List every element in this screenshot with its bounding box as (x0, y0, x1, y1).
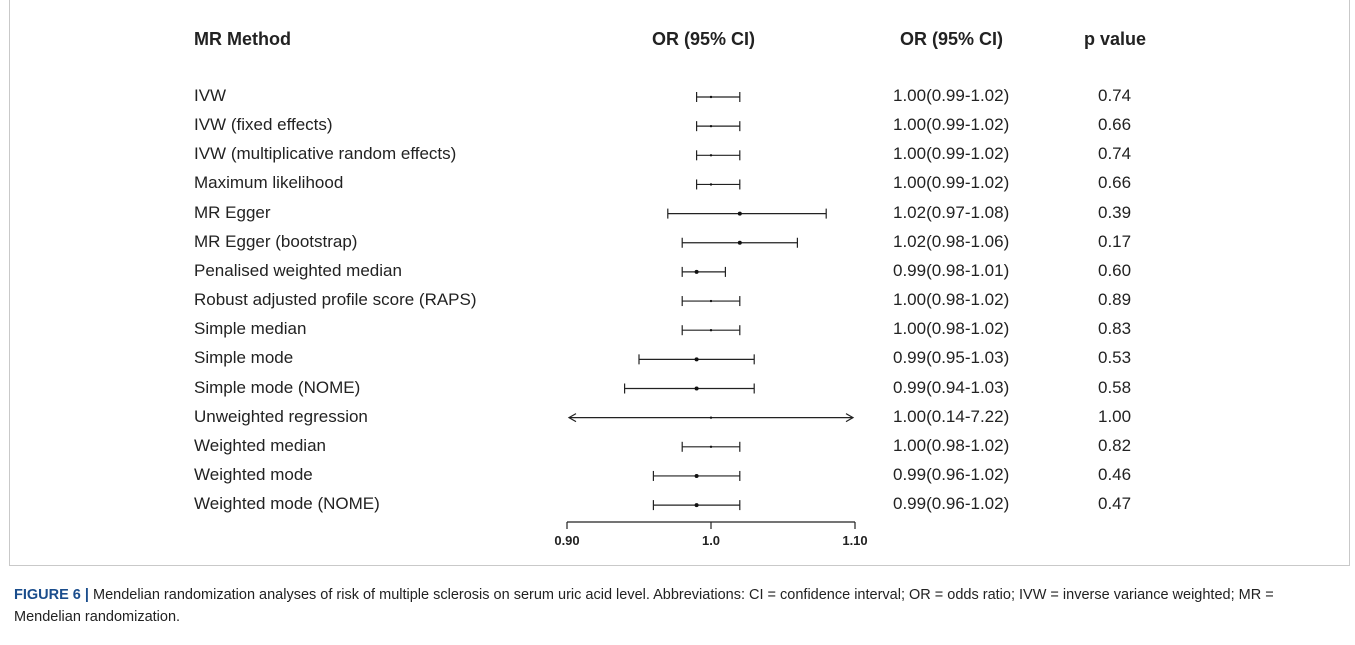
or-ci-value: 1.00(0.99-1.02) (893, 173, 1010, 193)
header-mr-method: MR Method (194, 29, 291, 49)
p-value: 0.83 (1098, 319, 1132, 339)
method-label: IVW (194, 86, 227, 105)
point-estimate (694, 503, 699, 508)
method-label: Simple median (194, 319, 307, 339)
p-value: 0.89 (1098, 290, 1132, 310)
header-plot-or: OR (95% CI) (652, 29, 756, 49)
method-label: MR Egger (bootstrap) (194, 231, 358, 251)
method-label: Unweighted regression (194, 406, 368, 426)
or-ci-value: 1.00(0.99-1.02) (893, 144, 1010, 164)
method-label: IVW (fixed effects) (194, 115, 333, 135)
p-value: 0.58 (1098, 377, 1132, 397)
caption-text: Mendelian randomization analyses of risk… (14, 587, 1274, 625)
point-estimate (709, 299, 713, 303)
or-ci-value: 0.99(0.98-1.01) (893, 260, 1010, 280)
caption-label: FIGURE 6 | (14, 587, 89, 603)
method-label: MR Egger (194, 202, 271, 222)
point-estimate (737, 240, 742, 245)
p-value: 0.74 (1098, 86, 1132, 105)
p-value: 0.82 (1098, 435, 1132, 455)
method-label: Weighted mode (194, 464, 313, 484)
p-value: 0.46 (1098, 464, 1132, 484)
point-estimate (709, 445, 713, 448)
point-estimate (709, 124, 713, 128)
or-ci-value: 0.99(0.96-1.02) (893, 494, 1010, 514)
point-estimate (694, 473, 699, 478)
or-ci-value: 1.00(0.98-1.02) (893, 290, 1010, 310)
ci-arrow-right (845, 413, 855, 423)
p-value: 1.00 (1098, 406, 1132, 426)
or-ci-value: 1.00(0.98-1.02) (893, 319, 1010, 339)
p-value: 0.74 (1098, 144, 1132, 164)
or-ci-value: 1.00(0.99-1.02) (893, 86, 1010, 105)
method-label: Weighted median (194, 435, 326, 455)
p-value: 0.47 (1098, 494, 1132, 514)
point-estimate (694, 386, 699, 391)
or-ci-value: 0.99(0.94-1.03) (893, 377, 1010, 397)
or-ci-value: 1.00(0.14-7.22) (893, 406, 1010, 426)
method-label: Penalised weighted median (194, 260, 402, 280)
point-estimate (709, 416, 713, 419)
header-or-ci: OR (95% CI) (900, 29, 1004, 49)
or-ci-value: 0.99(0.96-1.02) (893, 464, 1010, 484)
or-ci-value: 1.00(0.98-1.02) (893, 435, 1010, 455)
p-value: 0.39 (1098, 202, 1132, 222)
p-value: 0.17 (1098, 231, 1132, 251)
point-estimate (694, 357, 699, 362)
method-label: Weighted mode (NOME) (194, 494, 380, 514)
method-label: Robust adjusted profile score (RAPS) (194, 290, 477, 310)
or-ci-value: 1.02(0.97-1.08) (893, 202, 1010, 222)
p-value: 0.66 (1098, 115, 1132, 135)
point-estimate (737, 211, 742, 216)
method-label: Simple mode (194, 348, 294, 368)
figure-caption: FIGURE 6 | Mendelian randomization analy… (14, 584, 1334, 628)
x-tick-label: 1.10 (842, 533, 868, 548)
p-value: 0.66 (1098, 173, 1132, 193)
or-ci-value: 0.99(0.95-1.03) (893, 348, 1010, 368)
figure-frame (9, 0, 1350, 566)
method-label: Maximum likelihood (194, 173, 344, 193)
point-estimate (709, 183, 713, 186)
x-tick-label: 1.0 (701, 533, 721, 548)
point-estimate (694, 269, 699, 274)
or-ci-value: 1.02(0.98-1.06) (893, 231, 1010, 251)
method-label: IVW (multiplicative random effects) (194, 144, 457, 164)
method-label: Simple mode (NOME) (194, 377, 361, 397)
p-value: 0.60 (1098, 260, 1132, 280)
p-value: 0.53 (1098, 348, 1132, 368)
point-estimate (709, 154, 713, 157)
x-tick-label: 0.90 (554, 533, 580, 548)
or-ci-value: 1.00(0.99-1.02) (893, 115, 1010, 135)
ci-arrow-left (567, 413, 577, 423)
header-p-value: p value (1084, 29, 1147, 49)
point-estimate (709, 329, 713, 332)
point-estimate (709, 95, 713, 99)
